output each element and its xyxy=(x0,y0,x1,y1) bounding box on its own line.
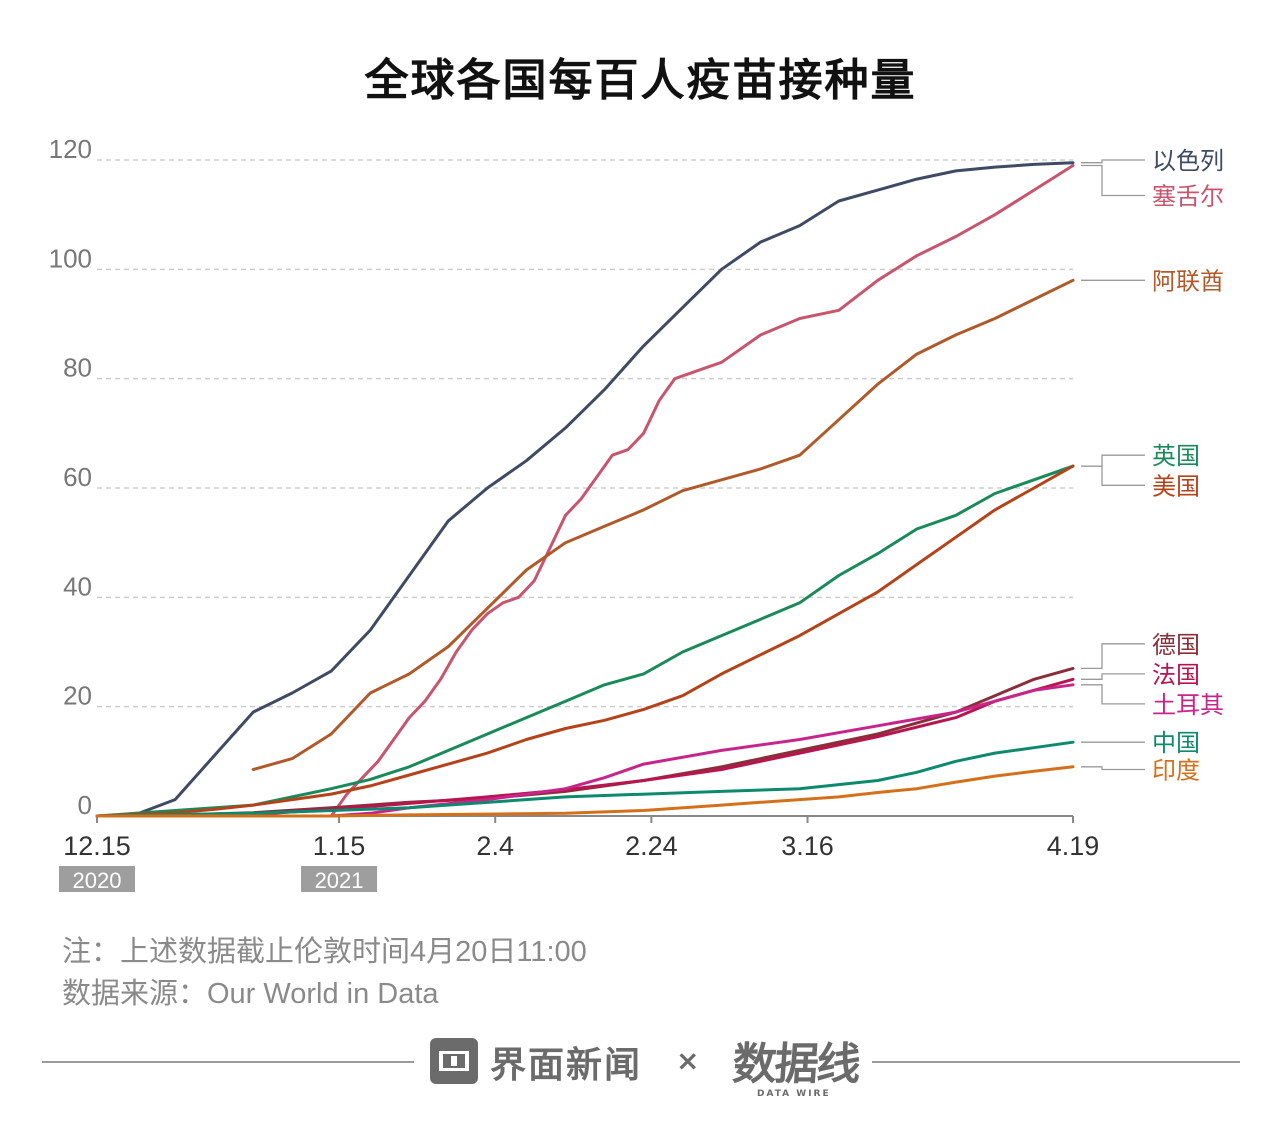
series-label-5: 德国 xyxy=(1152,631,1200,659)
year-badge-1 xyxy=(301,866,378,892)
series-label-9: 印度 xyxy=(1152,757,1200,785)
y-tick-label-100: 100 xyxy=(49,243,92,273)
jiemian-brand-name: 界面新闻 xyxy=(490,1045,643,1086)
series-line-1 xyxy=(306,164,1075,818)
series-line-2 xyxy=(251,278,1075,771)
series-label-7: 土耳其 xyxy=(1152,691,1224,719)
y-tick-label-60: 60 xyxy=(63,462,92,492)
year-badge-label-1: 2021 xyxy=(315,868,364,893)
y-tick-label-0: 0 xyxy=(78,790,92,820)
x-tick-label-4: 3.16 xyxy=(781,831,834,861)
series-label-6: 法国 xyxy=(1152,661,1200,689)
series-label-0: 以色列 xyxy=(1152,147,1224,175)
series-label-3: 英国 xyxy=(1152,442,1200,470)
x-tick-label-2: 2.4 xyxy=(476,831,514,861)
y-tick-label-80: 80 xyxy=(63,353,92,383)
series-leader-9 xyxy=(1081,766,1145,771)
footer-divider-left xyxy=(42,1061,414,1063)
series-line-0 xyxy=(95,161,1075,818)
series-leader-6 xyxy=(1081,673,1145,680)
series-line-9 xyxy=(95,765,1075,818)
series-line-5 xyxy=(95,666,1075,818)
series-leader-1 xyxy=(1081,164,1145,197)
y-tick-label-20: 20 xyxy=(63,681,92,711)
series-leader-5 xyxy=(1081,643,1145,670)
footer-divider-right xyxy=(872,1061,1240,1063)
series-leader-3 xyxy=(1081,454,1145,467)
collaboration-times-sign: × xyxy=(676,1044,700,1077)
series-line-4 xyxy=(95,464,1075,818)
datawire-brand-name: 数据线 xyxy=(730,1039,861,1090)
y-tick-label-40: 40 xyxy=(63,571,92,601)
series-label-8: 中国 xyxy=(1152,729,1200,757)
x-tick-label-3: 2.24 xyxy=(625,831,678,861)
footnote-source: 数据来源：Our World in Data xyxy=(62,978,439,1010)
datawire-brand-subtitle: DATA WIRE xyxy=(757,1089,831,1099)
y-tick-label-120: 120 xyxy=(49,134,92,164)
series-leader-7 xyxy=(1081,684,1145,705)
series-label-2: 阿联酋 xyxy=(1152,267,1224,295)
footnote-cutoff: 注：上述数据截止伦敦时间4月20日11:00 xyxy=(62,936,587,968)
series-leader-4 xyxy=(1081,465,1145,486)
year-badge-label-0: 2020 xyxy=(73,868,122,893)
year-badge-0 xyxy=(59,866,135,892)
series-leader-0 xyxy=(1081,159,1145,164)
x-tick-label-0: 12.15 xyxy=(63,831,131,861)
x-tick-label-1: 1.15 xyxy=(313,831,366,861)
line-chart: 0 20 40 60 80 100 120 12.15 2020 1.15 2021 2.4 2.24 3… xyxy=(49,134,1224,893)
series-line-8 xyxy=(95,740,1075,818)
series-label-4: 美国 xyxy=(1152,472,1200,500)
jiemian-logo-icon xyxy=(430,1038,478,1084)
series-label-1: 塞舌尔 xyxy=(1152,183,1224,211)
series-line-3 xyxy=(95,464,1075,818)
x-tick-label-5: 4.19 xyxy=(1047,831,1100,861)
chart-title: 全球各国每百人疫苗接种量 xyxy=(364,55,917,106)
